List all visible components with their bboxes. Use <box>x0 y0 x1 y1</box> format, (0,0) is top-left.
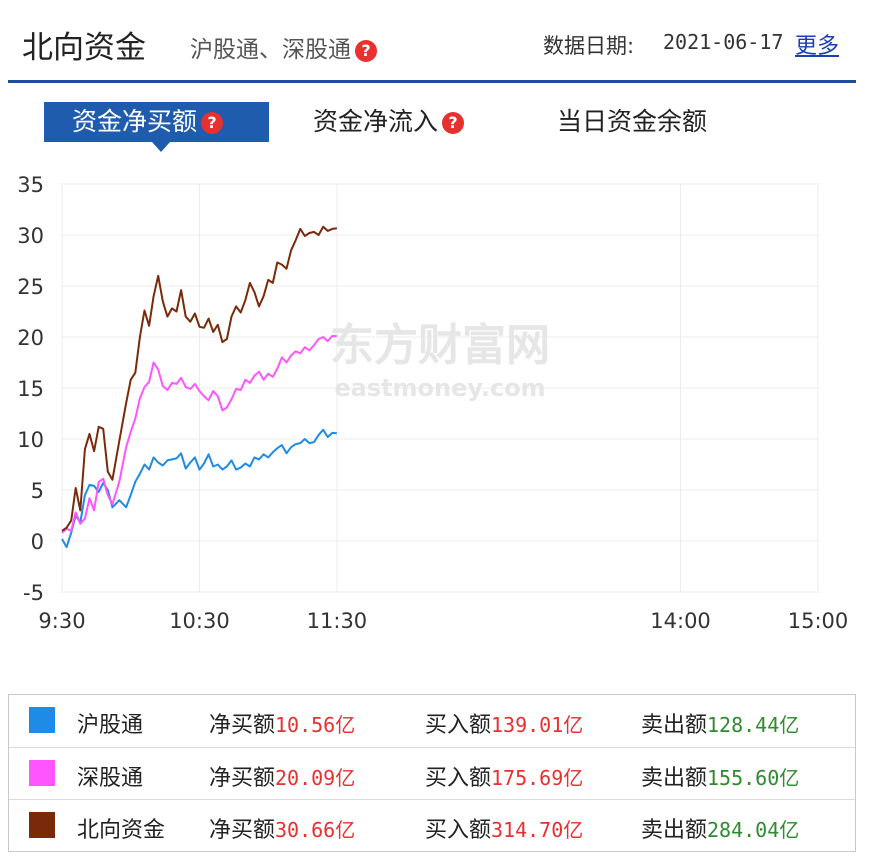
net-buy-label: 净买额 <box>209 766 276 791</box>
watermark-en: eastmoney.com <box>334 374 545 402</box>
tab-net-inflow-label: 资金净流入 <box>313 107 439 136</box>
help-icon[interactable]: ? <box>442 112 465 134</box>
series-line-北向资金 <box>61 225 338 532</box>
tab-daily-balance[interactable]: 当日资金余额 <box>557 102 707 142</box>
sell-label: 卖出额 <box>641 818 708 843</box>
sell-value: 284.04亿 <box>707 818 800 842</box>
help-icon[interactable]: ? <box>355 39 377 62</box>
net-buy-cell: 净买额30.66亿 <box>209 812 355 844</box>
y-tick-label: 25 <box>17 275 44 299</box>
y-tick-label: 10 <box>17 428 44 452</box>
buy-label: 买入额 <box>425 766 492 791</box>
series-line-深股通 <box>61 335 337 534</box>
legend-name: 深股通 <box>77 766 144 791</box>
date-value: 2021-06-17 <box>663 30 784 54</box>
sell-cell: 卖出额284.04亿 <box>641 812 799 844</box>
buy-cell: 买入额175.69亿 <box>425 760 583 792</box>
y-tick-label: 30 <box>17 224 44 248</box>
x-tick-label: 11:30 <box>307 609 368 633</box>
legend-name: 北向资金 <box>77 818 166 843</box>
legend-name: 沪股通 <box>77 713 144 738</box>
buy-label: 买入额 <box>425 818 492 843</box>
tab-net-buy[interactable]: 资金净买额? <box>44 102 269 152</box>
help-icon[interactable]: ? <box>201 112 224 134</box>
page-subtitle: 沪股通、深股通? <box>190 30 377 64</box>
tab-net-inflow[interactable]: 资金净流入? <box>313 102 465 142</box>
chart: 35 30 25 20 15 10 5 0 -5 9:30 10:30 11:30 14:00 15:00… <box>17 173 849 633</box>
page-title: 北向资金 <box>22 30 146 66</box>
net-buy-cell: 净买额20.09亿 <box>209 760 355 792</box>
sell-cell: 卖出额128.44亿 <box>641 707 799 739</box>
net-buy-value: 10.56亿 <box>275 713 356 737</box>
buy-value: 175.69亿 <box>491 766 584 790</box>
y-tick-label: 15 <box>17 377 44 401</box>
y-tick-label: 35 <box>17 173 44 197</box>
header: 北向资金 沪股通、深股通? 数据日期: 2021-06-17 更多 <box>0 0 884 86</box>
buy-value: 314.70亿 <box>491 818 584 842</box>
sell-label: 卖出额 <box>641 766 708 791</box>
sell-value: 128.44亿 <box>707 713 800 737</box>
x-tick-label: 14:00 <box>650 609 711 633</box>
legend-row: 沪股通 净买额10.56亿 买入额139.01亿 卖出额128.44亿 <box>9 695 855 747</box>
sell-label: 卖出额 <box>641 713 708 738</box>
x-tick-label: 10:30 <box>169 609 230 633</box>
y-tick-label: 20 <box>17 326 44 350</box>
legend-swatch <box>29 707 55 733</box>
subtitle-text: 沪股通、深股通 <box>190 37 351 63</box>
sell-value: 155.60亿 <box>707 766 800 790</box>
tab-net-buy-label: 资金净买额 <box>72 107 198 136</box>
y-tick-label: -5 <box>23 581 44 605</box>
header-divider <box>8 80 856 83</box>
sell-cell: 卖出额155.60亿 <box>641 760 799 792</box>
buy-cell: 买入额139.01亿 <box>425 707 583 739</box>
net-buy-cell: 净买额10.56亿 <box>209 707 355 739</box>
net-buy-value: 20.09亿 <box>275 766 356 790</box>
y-tick-label: 0 <box>31 530 44 554</box>
x-tick-label: 9:30 <box>38 609 85 633</box>
legend-table: 沪股通 净买额10.56亿 买入额139.01亿 卖出额128.44亿 深股通 … <box>8 694 856 852</box>
net-buy-label: 净买额 <box>209 713 276 738</box>
legend-row: 深股通 净买额20.09亿 买入额175.69亿 卖出额155.60亿 <box>9 747 855 800</box>
net-buy-label: 净买额 <box>209 818 276 843</box>
tab-daily-balance-label: 当日资金余额 <box>557 107 708 136</box>
date-label: 数据日期: <box>543 34 635 58</box>
legend-swatch <box>29 760 55 786</box>
buy-cell: 买入额314.70亿 <box>425 812 583 844</box>
net-buy-value: 30.66亿 <box>275 818 356 842</box>
more-link[interactable]: 更多 <box>795 34 840 59</box>
buy-value: 139.01亿 <box>491 713 584 737</box>
buy-label: 买入额 <box>425 713 492 738</box>
x-tick-label: 15:00 <box>788 609 849 633</box>
legend-row: 北向资金 净买额30.66亿 买入额314.70亿 卖出额284.04亿 <box>9 799 855 852</box>
legend-swatch <box>29 812 55 838</box>
watermark-cn: 东方财富网 <box>330 320 550 371</box>
y-tick-label: 5 <box>31 479 44 503</box>
